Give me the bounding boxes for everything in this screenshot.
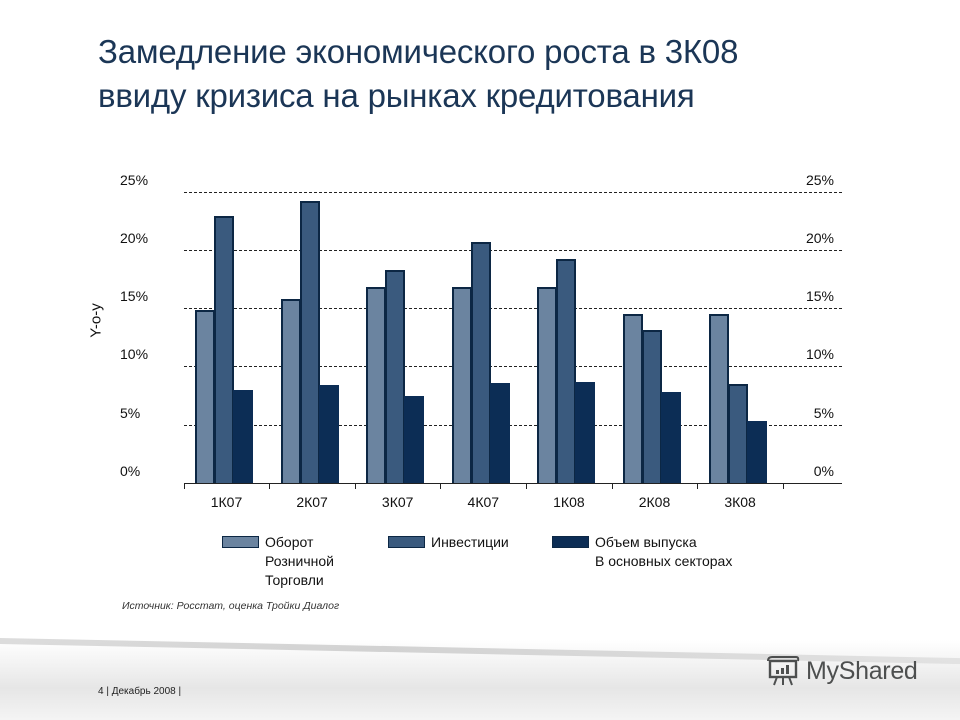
legend-swatch	[552, 536, 589, 548]
y-axis-label-right: 15%	[805, 288, 834, 305]
bar-2К07-series-0	[280, 298, 301, 483]
y-axis-title: Y-o-y	[87, 303, 105, 338]
bar-1К08-series-2	[575, 381, 596, 483]
legend-swatch	[222, 536, 259, 548]
bar-chart: Y-o-y 0% 0% 5% 5% 10% 10% 15% 15% 20% 20% 25% 25% 1К…	[87, 171, 842, 510]
y-axis-label-right: 5%	[813, 404, 834, 421]
y-axis-label-right: 20%	[805, 229, 834, 246]
y-axis-label-left: 5%	[120, 404, 141, 421]
title-line-1: Замедление экономического роста в 3К08	[98, 33, 739, 70]
x-axis-tick	[183, 483, 185, 489]
y-axis-label-left: 10%	[120, 346, 149, 363]
legend-label-line: В основных секторах	[595, 553, 733, 569]
footer-page-info: 4 | Декабрь 2008 |	[98, 686, 182, 697]
x-axis-label: 1К08	[553, 494, 585, 510]
title-line-2: ввиду кризиса на рынках кредитования	[98, 77, 695, 114]
bar-2К08-series-1	[642, 330, 662, 483]
x-axis-label: 3К08	[724, 494, 756, 510]
bar-3К07-series-2	[404, 395, 425, 483]
legend-label-line: Оборот	[265, 534, 314, 550]
y-axis-label-right: 0%	[813, 463, 834, 479]
bar-4К07-series-1	[470, 241, 491, 483]
bar-4К07-series-0	[451, 287, 472, 483]
bar-1К07-series-2	[233, 389, 253, 483]
x-axis-label: 2К08	[638, 494, 671, 510]
legend-label-line: Инвестиции	[431, 534, 509, 550]
y-axis-label-left: 20%	[120, 229, 149, 246]
bar-3К08-series-1	[727, 383, 748, 483]
y-axis-label-left: 15%	[120, 288, 149, 305]
legend-label: Объем выпуска В основных секторах	[595, 533, 732, 571]
y-axis-label-left: 25%	[120, 171, 149, 188]
x-axis-label: 3К07	[381, 494, 414, 510]
x-axis-tick	[354, 483, 356, 489]
x-axis-label: 2К07	[296, 494, 328, 510]
bar-1К08-series-0	[537, 287, 558, 483]
legend-label: Оборот Розничной Торговли	[265, 533, 334, 590]
gridline	[184, 191, 842, 193]
bar-3К08-series-2	[746, 421, 767, 483]
bar-2К07-series-1	[299, 200, 320, 483]
myshared-logo[interactable]: MyShared	[766, 656, 918, 686]
x-axis-tick	[525, 483, 527, 489]
bar-2К08-series-2	[661, 392, 681, 483]
legend-item: Оборот Розничной Торговли	[222, 533, 334, 590]
bar-4К07-series-2	[489, 382, 510, 483]
x-axis-line	[184, 483, 842, 484]
x-axis-label: 4К07	[467, 494, 500, 510]
x-axis-tick	[611, 483, 613, 489]
y-axis-label-left: 0%	[120, 463, 141, 479]
x-axis-label: 1К07	[210, 494, 243, 510]
x-axis-tick	[782, 483, 784, 489]
bar-3К07-series-0	[366, 287, 387, 483]
presentation-board-icon	[767, 656, 800, 686]
legend-label-line: Розничной	[265, 553, 334, 569]
y-axis-label-right: 25%	[805, 171, 834, 188]
bar-3К08-series-0	[708, 313, 729, 483]
legend-label: Инвестиции	[431, 533, 509, 552]
y-axis-label-right: 10%	[805, 346, 834, 363]
bar-1К07-series-0	[195, 310, 215, 483]
gridline	[184, 308, 842, 310]
x-axis-tick	[697, 483, 699, 489]
gridline	[184, 249, 842, 251]
legend-label-line: Объем выпуска	[595, 534, 697, 550]
bar-2К07-series-2	[318, 385, 339, 483]
source-note: Источник: Росстат, оценка Тройки Диалог	[122, 600, 340, 612]
gridline	[184, 424, 842, 426]
bar-1К08-series-1	[556, 259, 577, 483]
bar-1К07-series-1	[214, 215, 234, 483]
gridline	[184, 366, 842, 368]
legend-swatch	[388, 536, 425, 548]
bar-2К08-series-0	[623, 313, 643, 483]
legend-item: Объем выпуска В основных секторах	[552, 533, 732, 571]
x-axis-tick	[269, 483, 271, 489]
x-axis-tick	[440, 483, 442, 489]
legend-item: Инвестиции	[388, 533, 509, 552]
legend-label-line: Торговли	[265, 572, 324, 588]
slide-title: Замедление экономического роста в 3К08 в…	[98, 30, 738, 118]
logo-text: MyShared	[806, 656, 918, 685]
bar-3К07-series-1	[385, 269, 406, 483]
